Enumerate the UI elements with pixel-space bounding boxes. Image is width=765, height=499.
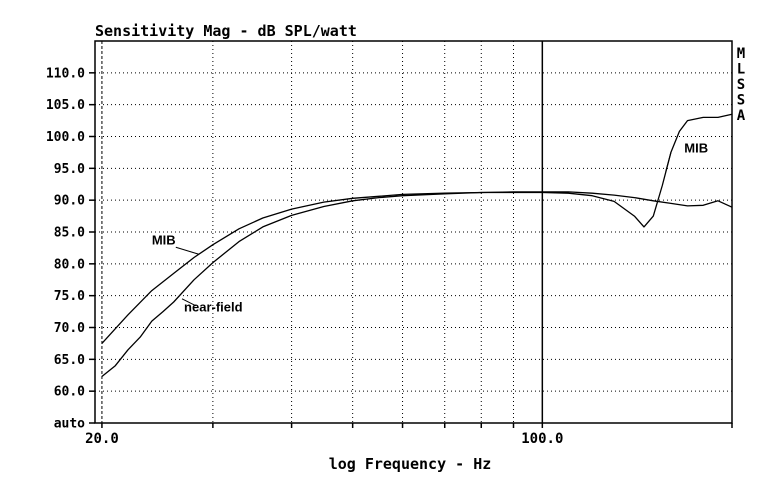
y-tick-label: 110.0	[46, 66, 85, 81]
y-tick-label: 65.0	[54, 353, 85, 368]
annotation-label: MIB	[152, 233, 176, 248]
y-tick-label: 95.0	[54, 162, 85, 177]
x-tick-label: 100.0	[521, 431, 563, 447]
y-tick-label: 75.0	[54, 289, 85, 304]
annotation-leader	[665, 152, 672, 172]
plot-frame	[94, 40, 733, 424]
x-axis-label: log Frequency - Hz	[329, 455, 492, 473]
y-axis-ticks: auto 60.0 65.0 70.0 75.0 80.0 85.0 90.0 95.0 100.…	[46, 66, 95, 432]
side-label-char: L	[737, 62, 745, 78]
chart-title: Sensitivity Mag - dB SPL/watt	[95, 22, 357, 40]
series-line-near-field	[101, 191, 733, 378]
x-axis-ticks: 20.0 100.0	[85, 423, 733, 447]
y-tick-label: 100.0	[46, 130, 85, 145]
annotations: MIB near-field MIB	[152, 140, 708, 314]
x-tick-label: 20.0	[85, 431, 119, 447]
y-tick-label: 105.0	[46, 98, 85, 113]
y-tick-label: auto	[54, 417, 85, 432]
side-label-char: M	[737, 46, 745, 62]
annotation-leader	[181, 298, 197, 307]
annotation-label: near-field	[184, 300, 243, 315]
series-layer	[101, 113, 733, 378]
side-label-char: S	[737, 77, 745, 93]
annotation-label: MIB	[684, 140, 708, 155]
y-tick-label: 70.0	[54, 321, 85, 336]
grid	[95, 41, 733, 423]
y-tick-label: 90.0	[54, 194, 85, 209]
y-tick-label: 80.0	[54, 257, 85, 272]
y-tick-label: 85.0	[54, 226, 85, 241]
side-label-char: S	[737, 93, 745, 109]
side-label-char: A	[737, 108, 746, 124]
y-tick-label: 60.0	[54, 385, 85, 400]
annotation-leader	[175, 246, 199, 255]
